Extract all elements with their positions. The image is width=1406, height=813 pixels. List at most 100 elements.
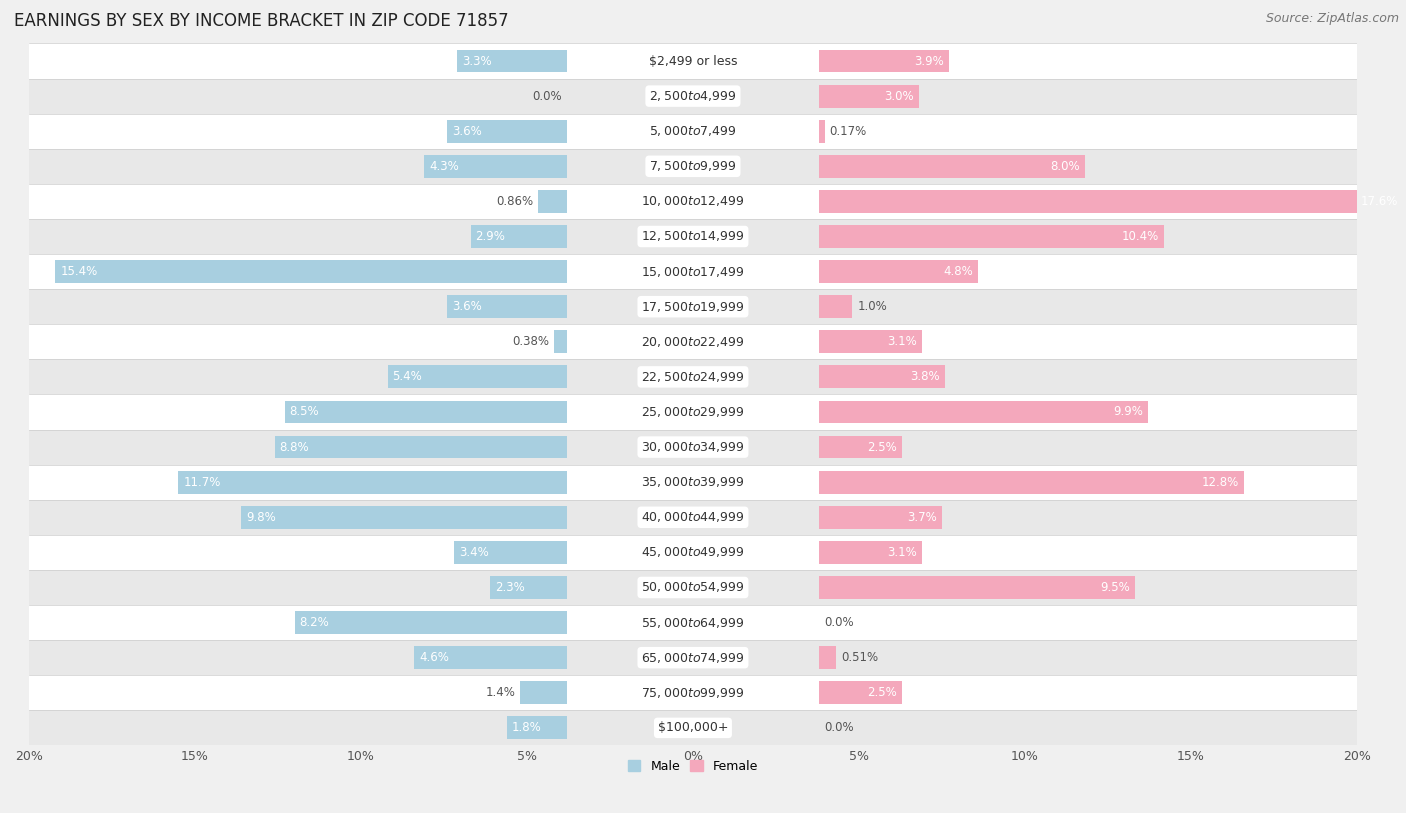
Bar	[388, 366, 567, 389]
Text: 4.8%: 4.8%	[943, 265, 973, 278]
Text: 15.4%: 15.4%	[60, 265, 98, 278]
Text: 3.1%: 3.1%	[887, 335, 917, 348]
Bar	[294, 611, 567, 634]
Bar	[447, 295, 567, 318]
Bar	[454, 541, 567, 563]
Text: $2,500 to $4,999: $2,500 to $4,999	[650, 89, 737, 103]
Text: $17,500 to $19,999: $17,500 to $19,999	[641, 300, 745, 314]
Bar	[30, 149, 1357, 184]
Text: 3.3%: 3.3%	[463, 54, 492, 67]
Bar	[30, 500, 1357, 535]
Text: 3.7%: 3.7%	[907, 511, 936, 524]
Bar	[179, 471, 567, 493]
Text: $25,000 to $29,999: $25,000 to $29,999	[641, 405, 745, 419]
Text: 3.6%: 3.6%	[453, 300, 482, 313]
Bar	[820, 506, 942, 528]
Bar	[820, 541, 922, 563]
Bar	[471, 225, 567, 248]
Bar	[30, 324, 1357, 359]
Text: 8.5%: 8.5%	[290, 406, 319, 419]
Text: 3.6%: 3.6%	[453, 124, 482, 137]
Bar	[30, 535, 1357, 570]
Bar	[538, 190, 567, 213]
Text: $50,000 to $54,999: $50,000 to $54,999	[641, 580, 745, 594]
Text: 2.5%: 2.5%	[868, 686, 897, 699]
Bar	[242, 506, 567, 528]
Bar	[554, 330, 567, 353]
Text: EARNINGS BY SEX BY INCOME BRACKET IN ZIP CODE 71857: EARNINGS BY SEX BY INCOME BRACKET IN ZIP…	[14, 12, 509, 30]
Bar	[413, 646, 567, 669]
Bar	[30, 79, 1357, 114]
Bar	[30, 219, 1357, 254]
Bar	[30, 570, 1357, 605]
Bar	[820, 401, 1147, 424]
Bar	[30, 289, 1357, 324]
Bar	[30, 711, 1357, 746]
Bar	[820, 436, 903, 459]
Text: $20,000 to $22,499: $20,000 to $22,499	[641, 335, 745, 349]
Text: 0.0%: 0.0%	[533, 89, 562, 102]
Text: 11.7%: 11.7%	[183, 476, 221, 489]
Bar	[30, 640, 1357, 676]
Text: $5,000 to $7,499: $5,000 to $7,499	[650, 124, 737, 138]
Text: 3.0%: 3.0%	[884, 89, 914, 102]
Bar	[520, 681, 567, 704]
Text: $7,500 to $9,999: $7,500 to $9,999	[650, 159, 737, 173]
Bar	[30, 43, 1357, 79]
Bar	[820, 260, 979, 283]
Bar	[30, 465, 1357, 500]
Bar	[820, 155, 1084, 178]
Bar	[30, 676, 1357, 711]
Bar	[425, 155, 567, 178]
Text: $22,500 to $24,999: $22,500 to $24,999	[641, 370, 745, 384]
Text: 5.4%: 5.4%	[392, 371, 422, 384]
Text: 0.86%: 0.86%	[496, 195, 533, 208]
Bar	[457, 50, 567, 72]
Bar	[820, 330, 922, 353]
Bar	[491, 576, 567, 599]
Text: 9.8%: 9.8%	[246, 511, 276, 524]
Text: 3.9%: 3.9%	[914, 54, 943, 67]
Bar	[274, 436, 567, 459]
Text: $45,000 to $49,999: $45,000 to $49,999	[641, 546, 745, 559]
Legend: Male, Female: Male, Female	[623, 754, 763, 778]
Text: 3.1%: 3.1%	[887, 546, 917, 559]
Text: 9.9%: 9.9%	[1114, 406, 1143, 419]
Text: 9.5%: 9.5%	[1099, 581, 1129, 594]
Bar	[30, 394, 1357, 429]
Bar	[284, 401, 567, 424]
Text: 1.4%: 1.4%	[485, 686, 516, 699]
Bar	[30, 114, 1357, 149]
Text: $15,000 to $17,499: $15,000 to $17,499	[641, 264, 745, 279]
Text: 2.3%: 2.3%	[495, 581, 526, 594]
Bar	[30, 254, 1357, 289]
Bar	[30, 605, 1357, 640]
Bar	[55, 260, 567, 283]
Bar	[820, 225, 1164, 248]
Bar	[820, 295, 852, 318]
Text: $35,000 to $39,999: $35,000 to $39,999	[641, 475, 745, 489]
Text: 1.8%: 1.8%	[512, 721, 541, 734]
Text: 2.5%: 2.5%	[868, 441, 897, 454]
Text: 0.0%: 0.0%	[824, 616, 853, 629]
Text: 2.9%: 2.9%	[475, 230, 505, 243]
Bar	[30, 184, 1357, 219]
Text: $40,000 to $44,999: $40,000 to $44,999	[641, 511, 745, 524]
Text: $12,500 to $14,999: $12,500 to $14,999	[641, 229, 745, 244]
Text: $2,499 or less: $2,499 or less	[648, 54, 737, 67]
Text: $65,000 to $74,999: $65,000 to $74,999	[641, 650, 745, 665]
Bar	[820, 471, 1244, 493]
Text: 0.38%: 0.38%	[512, 335, 550, 348]
Text: Source: ZipAtlas.com: Source: ZipAtlas.com	[1265, 12, 1399, 25]
Text: $30,000 to $34,999: $30,000 to $34,999	[641, 440, 745, 454]
Bar	[508, 716, 567, 739]
Text: 0.0%: 0.0%	[824, 721, 853, 734]
Text: 4.3%: 4.3%	[429, 160, 458, 173]
Bar	[820, 366, 945, 389]
Text: 3.8%: 3.8%	[911, 371, 941, 384]
Bar	[30, 359, 1357, 394]
Text: $75,000 to $99,999: $75,000 to $99,999	[641, 686, 745, 700]
Text: 8.2%: 8.2%	[299, 616, 329, 629]
Bar	[30, 429, 1357, 465]
Text: 8.8%: 8.8%	[280, 441, 309, 454]
